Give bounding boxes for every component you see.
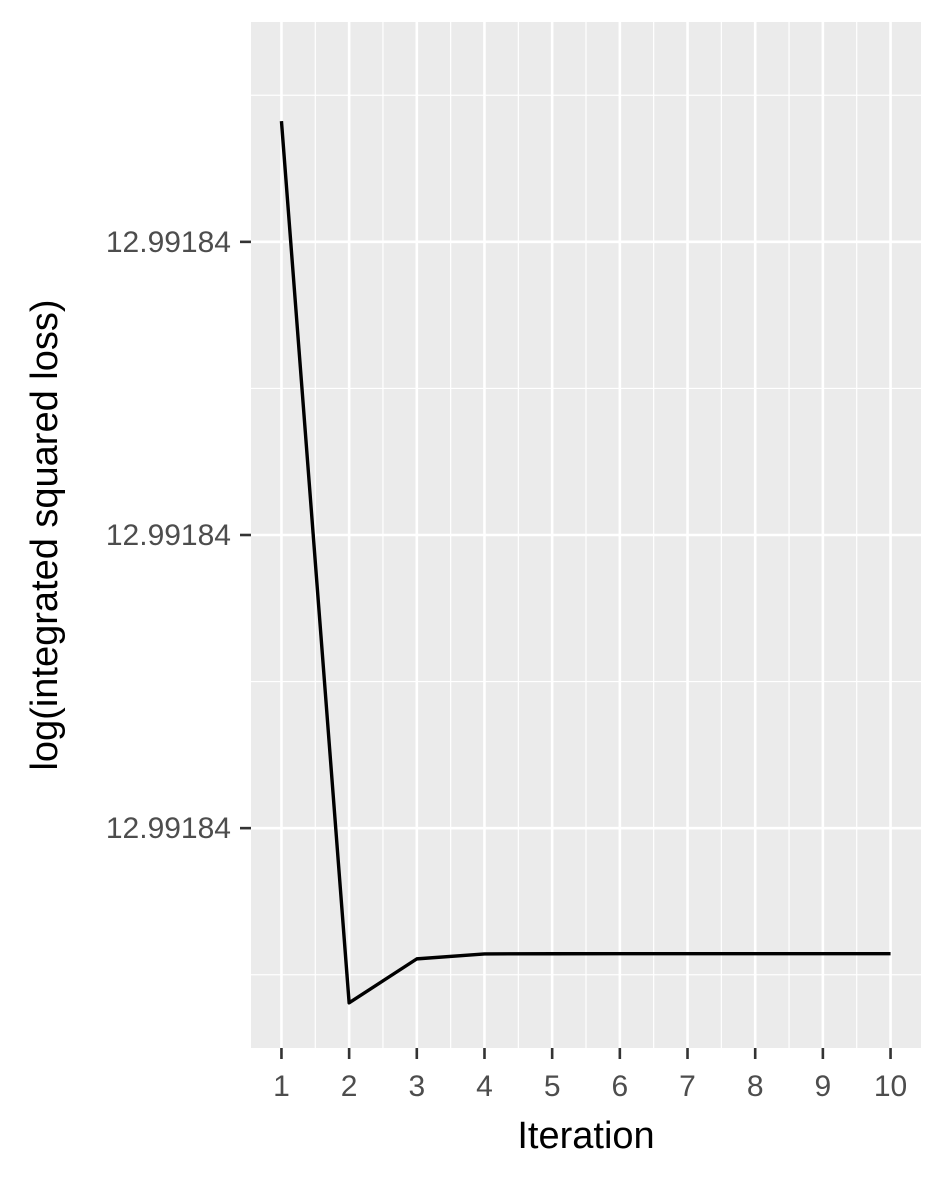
y-tick-label: 12.99184: [106, 226, 231, 259]
x-tick-label: 1: [273, 1070, 290, 1103]
series-layer: [279, 120, 891, 1005]
major-grid: [251, 22, 921, 1048]
x-tick-label: 6: [611, 1070, 628, 1103]
x-tick-label: 3: [408, 1070, 425, 1103]
x-tick-label: 8: [747, 1070, 764, 1103]
series-line: [279, 120, 891, 1005]
x-axis: 1 2 3 4 5 6 7 8 9 10: [273, 1048, 907, 1103]
y-axis-title: log(integrated squared loss): [24, 299, 66, 770]
x-axis-title: Iteration: [517, 1115, 654, 1157]
y-tick-label: 12.99184: [106, 812, 231, 845]
x-tick-label: 2: [341, 1070, 358, 1103]
y-axis: 12.99184 12.99184 12.99184: [106, 226, 251, 845]
x-tick-label: 9: [815, 1070, 832, 1103]
x-tick-label: 10: [874, 1070, 907, 1103]
x-tick-label: 5: [544, 1070, 561, 1103]
x-tick-label: 4: [476, 1070, 493, 1103]
x-tick-label: 7: [679, 1070, 696, 1103]
y-tick-label: 12.99184: [106, 519, 231, 552]
